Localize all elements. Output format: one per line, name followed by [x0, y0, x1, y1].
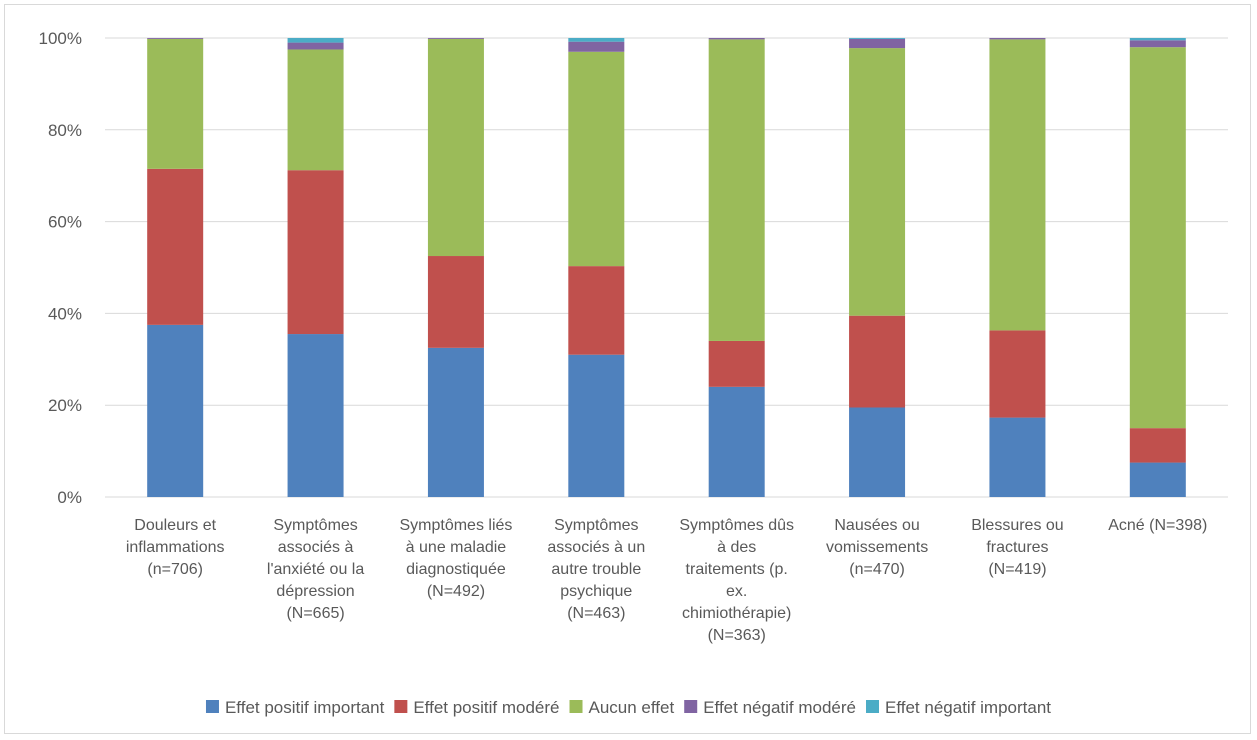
legend-label: Effet négatif important — [885, 698, 1051, 717]
bar-segment — [1129, 38, 1186, 41]
x-category-label: (N=665) — [286, 605, 344, 622]
x-category-label: inflammations — [126, 539, 225, 556]
x-category-label: associés à — [278, 539, 354, 556]
x-category-label: diagnostiquée — [406, 561, 506, 578]
bar-segment — [568, 266, 625, 355]
y-tick-label: 100% — [39, 29, 82, 48]
bar-segment — [287, 38, 344, 43]
bar-segment — [708, 340, 765, 387]
y-tick-label: 80% — [48, 121, 82, 140]
bar-segment — [849, 48, 906, 316]
bar-segment — [147, 38, 204, 39]
chart-frame — [4, 4, 1251, 734]
bar-segment — [568, 38, 625, 42]
x-category-label: vomissements — [826, 539, 928, 556]
x-category-label: (N=492) — [427, 583, 485, 600]
bar-segment — [708, 38, 765, 40]
bar-segment — [989, 330, 1046, 418]
bar-segment — [989, 39, 1046, 331]
bar-segment — [427, 347, 484, 497]
x-category-label: l'anxiété ou la — [267, 561, 364, 578]
x-category-label: Acné (N=398) — [1108, 517, 1207, 534]
x-category-label: (N=419) — [988, 561, 1046, 578]
x-category-label: psychique — [560, 583, 632, 600]
legend-swatch — [569, 700, 583, 713]
x-category-label: (N=363) — [708, 627, 766, 644]
bar-segment — [287, 42, 344, 50]
bar-segment — [287, 49, 344, 171]
bar-segment — [287, 334, 344, 497]
legend-swatch — [394, 700, 408, 713]
bar-segment — [849, 38, 906, 39]
bar-segment — [568, 41, 625, 52]
bar-segment — [1129, 47, 1186, 429]
x-category-label: Douleurs et — [134, 517, 216, 534]
bar-segment — [849, 315, 906, 408]
x-category-label: fractures — [986, 539, 1048, 556]
x-category-label: (n=470) — [849, 561, 905, 578]
x-category-label: traitements (p. — [686, 561, 788, 578]
y-tick-label: 40% — [48, 304, 82, 323]
y-tick-label: 60% — [48, 213, 82, 232]
bar-segment — [427, 38, 484, 257]
x-category-label: Nausées ou — [834, 517, 919, 534]
x-category-label: ex. — [726, 583, 747, 600]
legend-swatch — [205, 700, 219, 713]
bar-segment — [849, 38, 906, 49]
legend-swatch — [684, 700, 698, 713]
bar-segment — [708, 39, 765, 341]
bar-segment — [568, 51, 625, 267]
bar-segment — [989, 38, 1046, 40]
bar-segment — [147, 168, 204, 325]
x-category-label: Symptômes — [273, 517, 357, 534]
bar-segment — [1129, 428, 1186, 463]
x-category-label: Symptômes dûs — [679, 517, 794, 534]
bar-segment — [989, 417, 1046, 497]
x-category-label: (N=463) — [567, 605, 625, 622]
y-tick-label: 0% — [57, 488, 82, 507]
x-category-label: Symptômes — [554, 517, 638, 534]
bar-segment — [427, 38, 484, 39]
bar-segment — [287, 170, 344, 335]
bar-segment — [147, 324, 204, 497]
bar-segment — [1129, 462, 1186, 497]
bar-segment — [1129, 40, 1186, 48]
x-category-label: autre trouble — [551, 561, 641, 578]
x-category-label: Blessures ou — [971, 517, 1064, 534]
bar-segment — [849, 407, 906, 497]
legend-label: Effet positif modéré — [413, 698, 559, 717]
legend-swatch — [866, 700, 880, 713]
legend-label: Effet négatif modéré — [703, 698, 856, 717]
x-category-label: Symptômes liés — [399, 517, 512, 534]
x-category-label: à une maladie — [406, 539, 507, 556]
legend-label: Aucun effet — [589, 698, 675, 717]
bar-segment — [427, 256, 484, 348]
bar-segment — [147, 38, 204, 169]
x-category-label: à des — [717, 539, 756, 556]
bar-segment — [568, 354, 625, 497]
x-category-label: (n=706) — [147, 561, 203, 578]
x-category-label: chimiothérapie) — [682, 605, 791, 622]
x-category-label: dépression — [276, 583, 354, 600]
legend-label: Effet positif important — [225, 698, 385, 717]
x-category-label: associés à un — [547, 539, 645, 556]
y-tick-label: 20% — [48, 396, 82, 415]
bar-segment — [708, 386, 765, 497]
